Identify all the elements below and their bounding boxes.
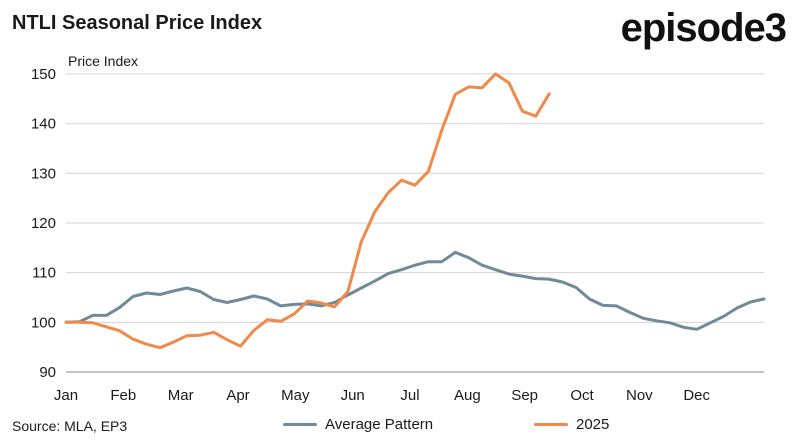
y-axis-label: Price Index [68, 53, 139, 69]
legend-item-average: Average Pattern [283, 416, 433, 433]
series-line-average-pattern [64, 250, 766, 331]
x-tick-label: Oct [570, 387, 594, 404]
x-tick-label: Sep [511, 387, 538, 404]
x-tick-label: Jun [341, 387, 365, 404]
legend-item-2025: 2025 [534, 416, 609, 433]
x-tick-label: Jan [54, 387, 78, 404]
y-tick-label: 110 [32, 265, 56, 282]
series-line-2025 [64, 72, 551, 350]
legend-label-2025: 2025 [576, 416, 610, 433]
y-tick-label: 100 [31, 314, 56, 331]
y-tick-label: 150 [31, 66, 56, 83]
x-tick-label: Aug [454, 387, 481, 404]
x-tick-label: Mar [168, 387, 194, 404]
source-note: Source: MLA, EP3 [12, 418, 128, 434]
x-tick-label: Jul [400, 387, 419, 404]
y-tick-label: 90 [39, 364, 56, 381]
x-tick-label: May [281, 387, 310, 404]
chart-title: NTLI Seasonal Price Index [12, 12, 263, 34]
episode3-logo: episode3 [620, 6, 787, 50]
legend-label-average: Average Pattern [325, 416, 434, 433]
y-tick-label: 140 [31, 116, 56, 133]
x-tick-label: Apr [226, 387, 249, 404]
legend-swatch-2025 [534, 423, 568, 426]
x-tick-label: Dec [683, 387, 710, 404]
x-tick-label: Feb [110, 387, 136, 404]
legend-swatch-average [283, 423, 317, 426]
x-tick-label: Nov [626, 387, 653, 404]
y-tick-label: 120 [31, 215, 56, 232]
y-tick-label: 130 [31, 165, 56, 182]
